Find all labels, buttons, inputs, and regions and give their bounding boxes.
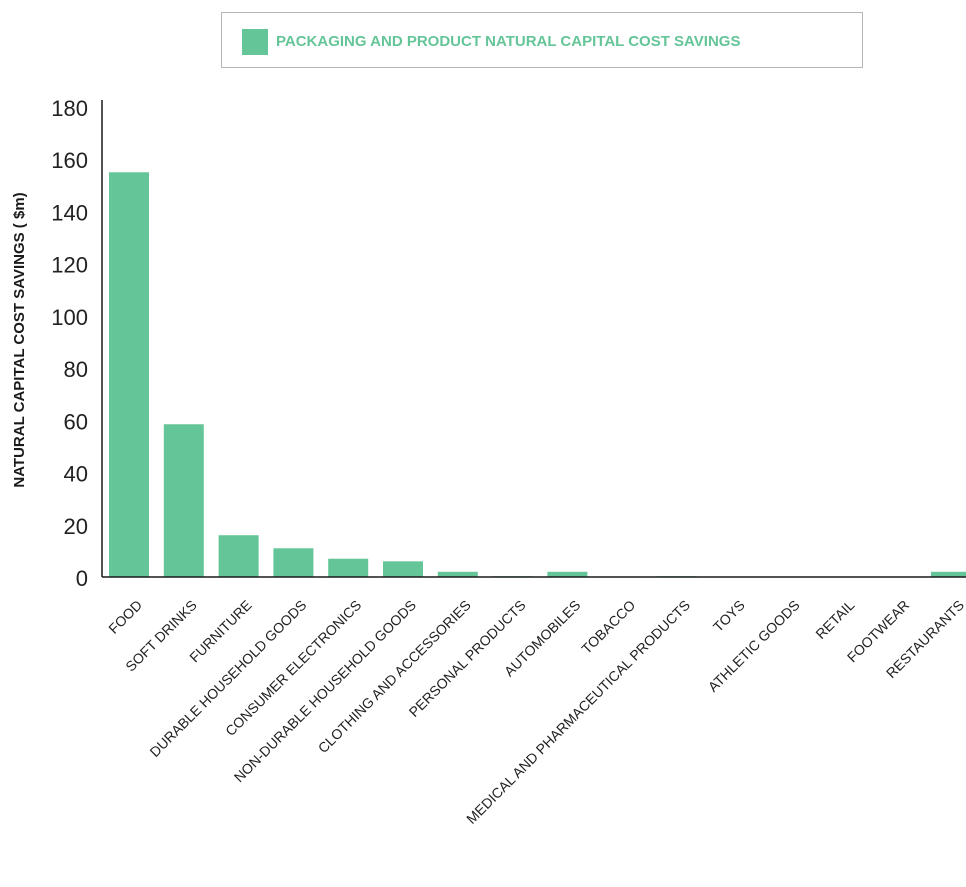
- y-tick-label: 160: [51, 148, 88, 173]
- legend-swatch: [242, 29, 268, 55]
- legend-label: PACKAGING AND PRODUCT NATURAL CAPITAL CO…: [276, 33, 741, 50]
- y-axis-ticks: 0 20 40 60 80 100 120 140 160 180: [51, 96, 88, 591]
- y-tick-label: 140: [51, 200, 88, 225]
- bar: [109, 172, 149, 577]
- bar: [273, 548, 314, 577]
- bar: [383, 561, 423, 577]
- x-tick-label: TOYS: [710, 597, 748, 635]
- x-tick-label: RETAIL: [812, 597, 857, 642]
- bar: [931, 571, 966, 577]
- x-tick-label: FOOD: [105, 597, 145, 637]
- y-tick-label: 20: [64, 514, 88, 539]
- y-tick-label: 40: [64, 462, 88, 487]
- bar: [163, 424, 204, 577]
- y-tick-label: 80: [64, 357, 88, 382]
- y-tick-label: 180: [51, 96, 88, 121]
- y-tick-label: 100: [51, 305, 88, 330]
- bars: [109, 172, 966, 577]
- bar: [437, 571, 478, 577]
- bar: [218, 535, 259, 577]
- x-tick-label: ATHLETIC GOODS: [705, 597, 803, 695]
- y-axis-title: NATURAL CAPITAL COST SAVINGS ( $m): [11, 192, 28, 487]
- y-tick-label: 120: [51, 253, 88, 278]
- y-tick-label: 60: [64, 409, 88, 434]
- legend: PACKAGING AND PRODUCT NATURAL CAPITAL CO…: [221, 12, 863, 68]
- bar: [547, 571, 588, 577]
- bar: [328, 558, 369, 577]
- y-tick-label: 0: [76, 566, 88, 591]
